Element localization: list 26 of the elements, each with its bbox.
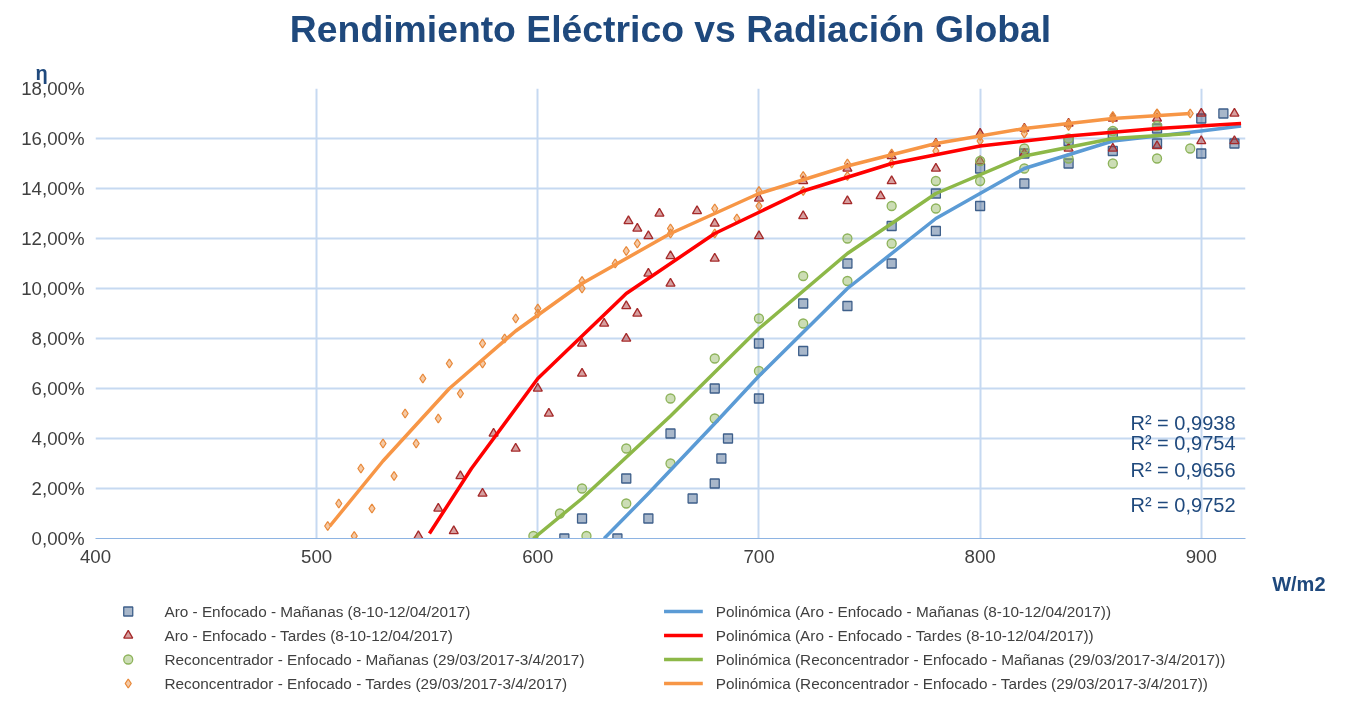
legend-label: Polinómica (Reconcentrador - Enfocado - Tardes (29/03/2017-3/4/2017)) xyxy=(715,675,1208,692)
x-tick-label: 800 xyxy=(964,545,996,567)
x-tick-label: 500 xyxy=(301,545,333,567)
annotation: R² = 0,9938 xyxy=(1130,411,1236,434)
chart-title: Rendimiento Eléctrico vs Radiación Global xyxy=(289,7,1052,50)
legend-label: Reconcentrador - Enfocado - Tardes (29/03/2017-3/4/2017) xyxy=(164,675,568,692)
legend-label: Polinómica (Aro - Enfocado - Mañanas (8-10-12/04/2017)) xyxy=(715,603,1112,620)
y-tick-label: 16,00% xyxy=(21,128,85,149)
annotation: R² = 0,9656 xyxy=(1130,458,1236,481)
y-tick-label: 14,00% xyxy=(21,178,85,199)
x-tick-label: 700 xyxy=(743,545,775,567)
x-tick-label: 900 xyxy=(1185,545,1217,567)
y-tick-label: 10,00% xyxy=(21,278,85,299)
y-tick-label: 12,00% xyxy=(21,228,85,249)
legend-label: Reconcentrador - Enfocado - Mañanas (29/03/2017-3/4/2017) xyxy=(164,651,585,668)
y-tick-label: 8,00% xyxy=(31,328,85,349)
y-tick-label: 6,00% xyxy=(31,378,85,399)
x-tick-label: 600 xyxy=(522,545,554,567)
annotation: R² = 0,9752 xyxy=(1130,493,1236,516)
legend-label: Polinómica (Aro - Enfocado - Tardes (8-10-12/04/2017)) xyxy=(715,627,1094,644)
legend-label: Aro - Enfocado - Mañanas (8-10-12/04/2017) xyxy=(164,603,471,620)
y-tick-label: 4,00% xyxy=(31,428,85,449)
legend-label: Polinómica (Reconcentrador - Enfocado - Mañanas (29/03/2017-3/4/2017)) xyxy=(715,651,1226,668)
x-axis-title: W/m2 xyxy=(1272,572,1326,595)
y-tick-label: 2,00% xyxy=(31,478,85,499)
legend-label: Aro - Enfocado - Tardes (8-10-12/04/2017) xyxy=(164,627,453,644)
